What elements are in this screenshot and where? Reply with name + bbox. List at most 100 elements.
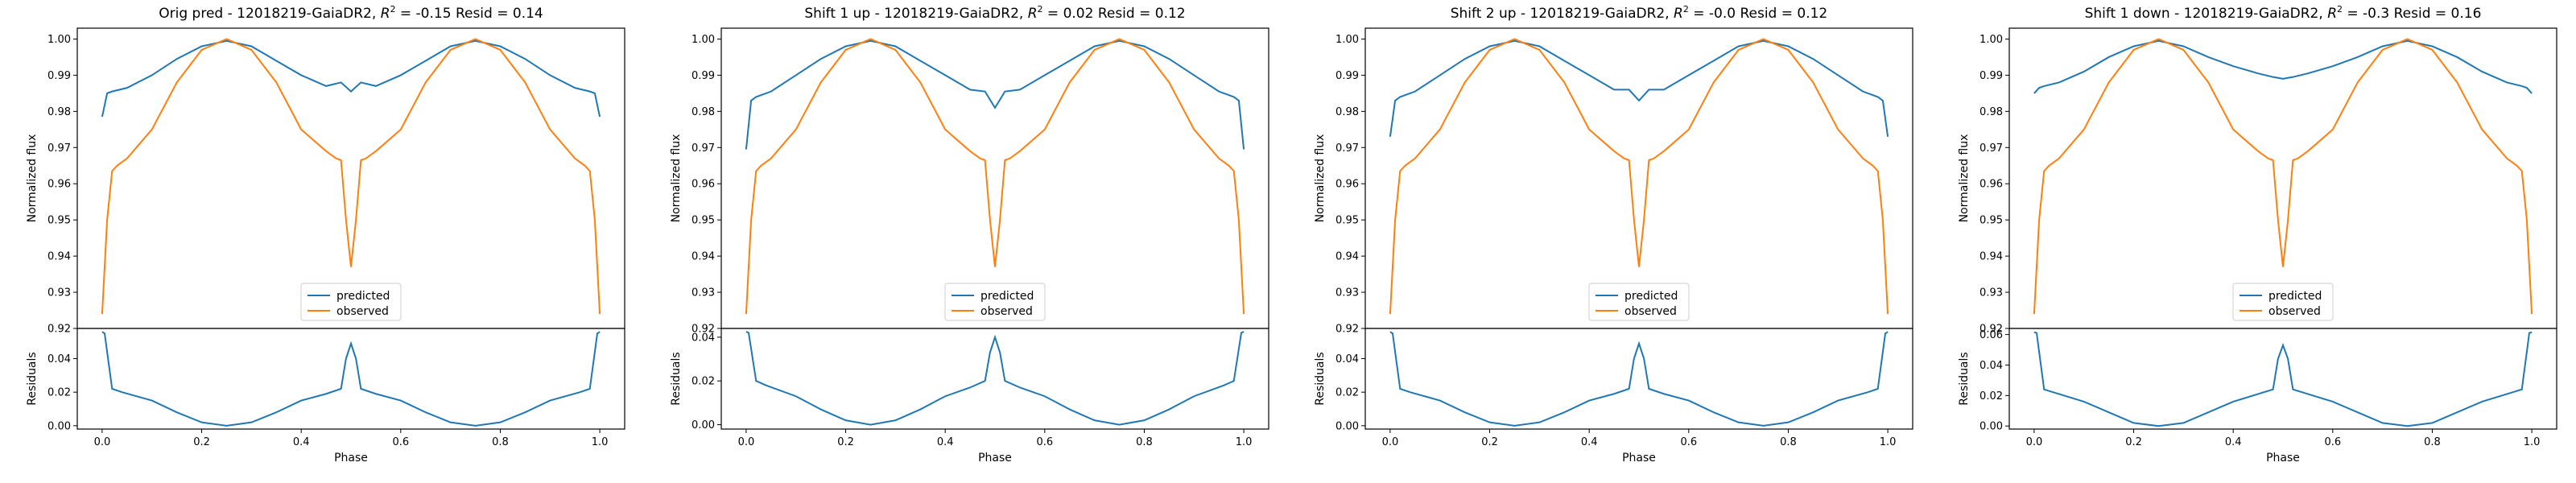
x-tick-label: 0.4 [293, 436, 310, 448]
y-tick-label: 0.98 [1335, 106, 1359, 118]
x-tick-label: 0.4 [1581, 436, 1598, 448]
title-r2-symbol: R [1028, 6, 1038, 22]
x-tick-label: 0.8 [1780, 436, 1797, 448]
residual-axes-frame [76, 328, 625, 430]
x-tick-label: 0.8 [1136, 436, 1153, 448]
series-line-predicted [1389, 39, 1889, 137]
residual-axes-frame [1364, 328, 1913, 430]
y-tick-label: 1.00 [1979, 34, 2003, 46]
y-tick-label: 0.95 [1335, 215, 1359, 227]
title-prefix: Shift 1 up - 12018219-GaiaDR2, [804, 6, 1027, 22]
subplot-title: Shift 2 up - 12018219-GaiaDR2, R2 = -0.0… [1451, 4, 1828, 22]
y-tick-label: 0.93 [1335, 287, 1359, 299]
residuals-line [745, 331, 1245, 426]
subplot-title: Shift 1 down - 12018219-GaiaDR2, R2 = -0… [2085, 4, 2482, 22]
title-suffix: = -0.0 Resid = 0.12 [1689, 6, 1827, 22]
resid-y-axis-label: Residuals [26, 352, 39, 405]
y-tick-label: 1.00 [691, 34, 715, 46]
resid-y-axis-label: Residuals [670, 352, 683, 405]
series-line-observed [745, 38, 1245, 315]
resid-y-tick-label: 0.02 [47, 387, 71, 399]
y-tick-label: 0.94 [1335, 251, 1359, 263]
title-suffix: = -0.3 Resid = 0.16 [2343, 6, 2481, 22]
subplot-title: Orig pred - 12018219-GaiaDR2, R2 = -0.15… [159, 4, 543, 22]
x-tick-label: 0.2 [193, 436, 210, 448]
title-prefix: Shift 1 down - 12018219-GaiaDR2, [2085, 6, 2328, 22]
y-tick-label: 1.00 [47, 34, 71, 46]
legend: predicted observed [1588, 283, 1690, 321]
x-axis-label: Phase [2266, 452, 2300, 464]
y-tick-label: 0.96 [47, 179, 71, 191]
legend-label-observed: observed [980, 305, 1033, 318]
y-tick-label: 0.95 [691, 215, 715, 227]
resid-y-tick-label: 0.00 [1335, 420, 1359, 432]
y-tick-label: 0.95 [1979, 215, 2003, 227]
y-tick-label: 0.99 [1335, 70, 1359, 82]
y-tick-label: 0.98 [691, 106, 715, 118]
subplot-4: Shift 1 down - 12018219-GaiaDR2, R2 = -0… [1958, 4, 2557, 464]
legend: predicted observed [2232, 283, 2334, 321]
y-tick-label: 0.94 [1979, 251, 2003, 263]
title-r2-exponent: 2 [2337, 4, 2343, 14]
x-tick-label: 0.0 [94, 436, 111, 448]
residuals-line [101, 331, 601, 427]
y-tick-label: 0.92 [1335, 324, 1359, 336]
subplot-3: Shift 2 up - 12018219-GaiaDR2, R2 = -0.0… [1314, 4, 1913, 464]
y-axis-label: Normalized flux [1314, 134, 1327, 223]
title-r2-symbol: R [1674, 6, 1683, 22]
y-tick-label: 0.93 [691, 287, 715, 299]
resid-y-tick-label: 0.00 [47, 420, 71, 432]
x-tick-label: 0.2 [1481, 436, 1498, 448]
x-tick-label: 0.2 [837, 436, 854, 448]
y-tick-label: 0.92 [1979, 324, 2003, 336]
resid-y-tick-label: 0.04 [1979, 360, 2003, 372]
resid-y-tick-label: 0.06 [1979, 329, 2003, 341]
resid-y-tick-label: 0.04 [47, 353, 71, 365]
resid-y-axis-label: Residuals [1958, 352, 1971, 405]
y-tick-label: 0.99 [691, 70, 715, 82]
y-tick-label: 0.97 [1979, 142, 2003, 155]
y-tick-label: 0.94 [691, 251, 715, 263]
x-tick-label: 1.0 [592, 436, 609, 448]
title-suffix: = -0.15 Resid = 0.14 [396, 6, 543, 22]
y-axis-label: Normalized flux [1958, 134, 1971, 223]
y-tick-label: 0.93 [47, 287, 71, 299]
y-tick-label: 0.97 [47, 142, 71, 155]
y-tick-label: 0.92 [691, 324, 715, 336]
x-tick-label: 0.0 [1382, 436, 1399, 448]
series-line-observed [2033, 38, 2533, 315]
series-line-predicted [2033, 39, 2533, 94]
y-tick-label: 0.94 [47, 251, 71, 263]
series-line-predicted [745, 39, 1245, 150]
y-tick-label: 0.99 [47, 70, 71, 82]
legend: predicted observed [944, 283, 1046, 321]
y-tick-label: 0.96 [1979, 179, 2003, 191]
y-tick-label: 0.97 [691, 142, 715, 155]
x-tick-label: 0.6 [392, 436, 409, 448]
legend-label-observed: observed [336, 305, 389, 318]
residual-axes-frame [720, 328, 1269, 430]
residuals-line [2033, 331, 2533, 427]
residual-axes-frame [2008, 328, 2557, 430]
legend: predicted observed [300, 283, 402, 321]
y-tick-label: 0.93 [1979, 287, 2003, 299]
series-line-observed [101, 38, 601, 315]
x-tick-label: 0.4 [2225, 436, 2242, 448]
x-tick-label: 0.2 [2125, 436, 2142, 448]
y-tick-label: 0.98 [1979, 106, 2003, 118]
y-tick-label: 0.99 [1979, 70, 2003, 82]
x-axis-label: Phase [1622, 452, 1656, 464]
resid-y-tick-label: 0.02 [691, 376, 715, 388]
series-line-observed [1389, 38, 1889, 315]
x-tick-label: 0.4 [937, 436, 954, 448]
x-tick-label: 0.6 [2324, 436, 2341, 448]
y-tick-label: 0.96 [691, 179, 715, 191]
resid-y-tick-label: 0.02 [1335, 387, 1359, 399]
x-tick-label: 1.0 [2524, 436, 2541, 448]
legend-label-observed: observed [2268, 305, 2321, 318]
title-r2-symbol: R [381, 6, 390, 22]
title-r2-exponent: 2 [1683, 4, 1689, 14]
title-r2-symbol: R [2327, 6, 2337, 22]
x-tick-label: 0.0 [2026, 436, 2043, 448]
